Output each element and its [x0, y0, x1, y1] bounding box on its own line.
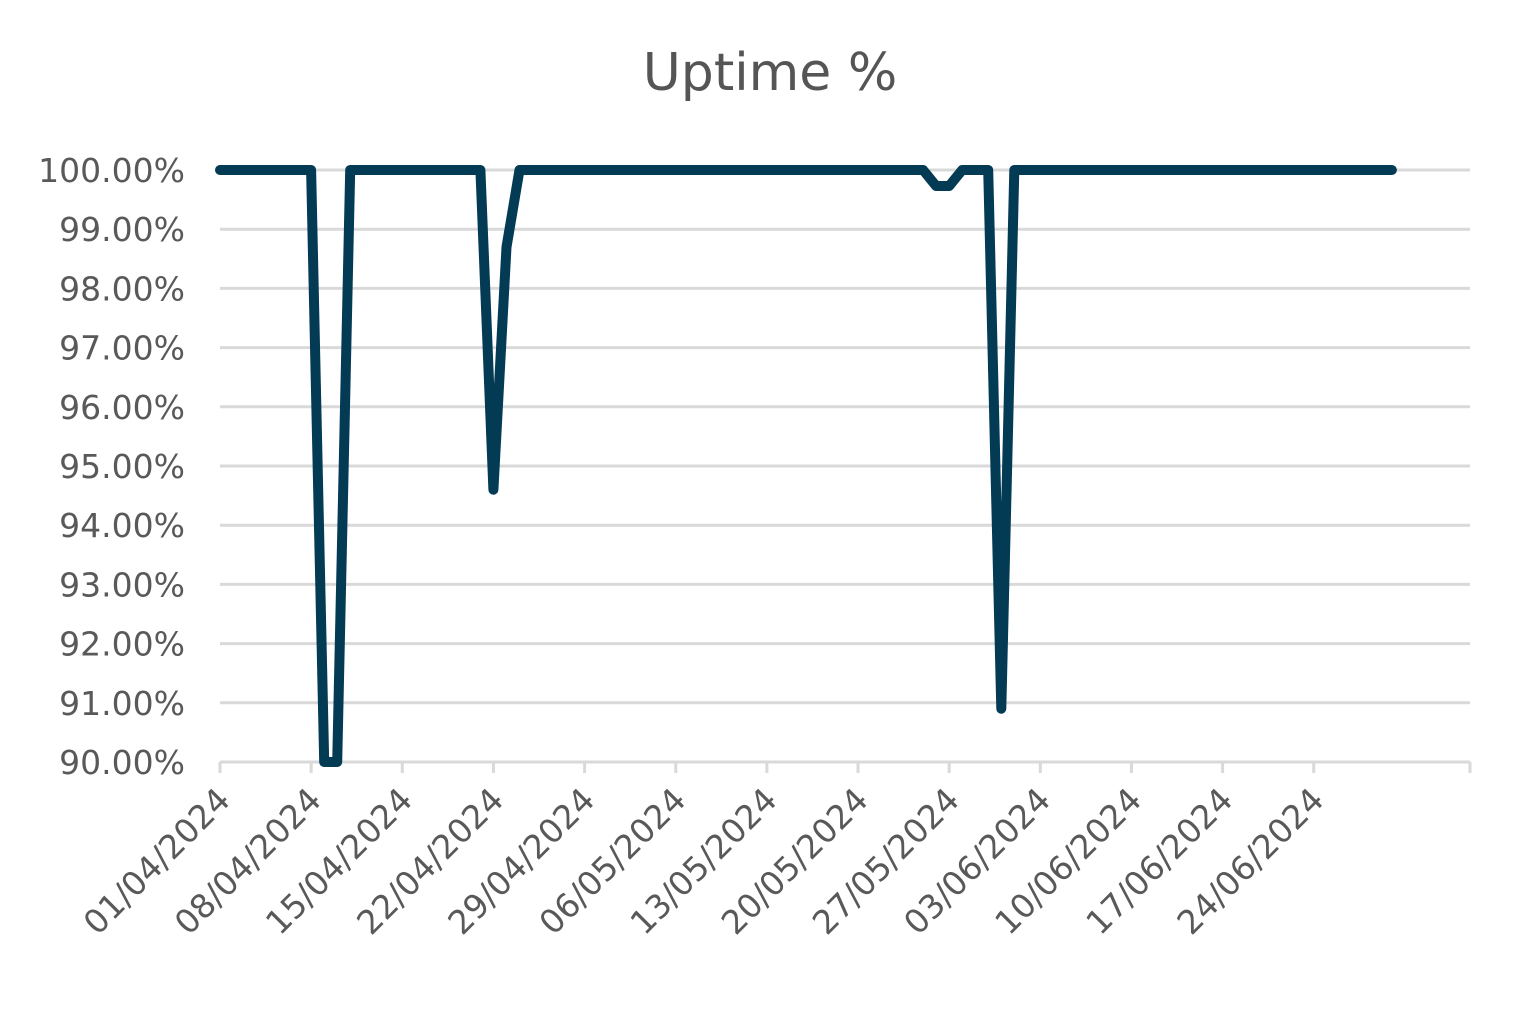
series-layer	[215, 165, 1397, 767]
y-tick-label: 96.00%	[59, 388, 185, 427]
y-tick-label: 95.00%	[59, 447, 185, 486]
y-tick-label: 94.00%	[59, 506, 185, 545]
y-tick-label: 90.00%	[59, 743, 185, 782]
y-tick-label: 91.00%	[59, 684, 185, 723]
uptime-series-line	[215, 165, 1397, 767]
y-tick-label: 97.00%	[59, 329, 185, 368]
y-tick-label: 99.00%	[59, 210, 185, 249]
y-tick-label: 98.00%	[59, 269, 185, 308]
x-axis	[218, 760, 1472, 773]
gridlines	[220, 168, 1470, 705]
y-axis-tick-labels: 90.00% 91.00% 92.00% 93.00% 94.00% 95.00% 96.0…	[38, 151, 185, 782]
y-tick-label: 93.00%	[59, 565, 185, 604]
y-tick-label: 100.00%	[38, 151, 185, 190]
y-tick-label: 92.00%	[59, 625, 185, 664]
chart-title: Uptime %	[643, 43, 898, 103]
x-axis-tick-labels: 01/04/202408/04/202415/04/202422/04/2024…	[76, 780, 1332, 942]
